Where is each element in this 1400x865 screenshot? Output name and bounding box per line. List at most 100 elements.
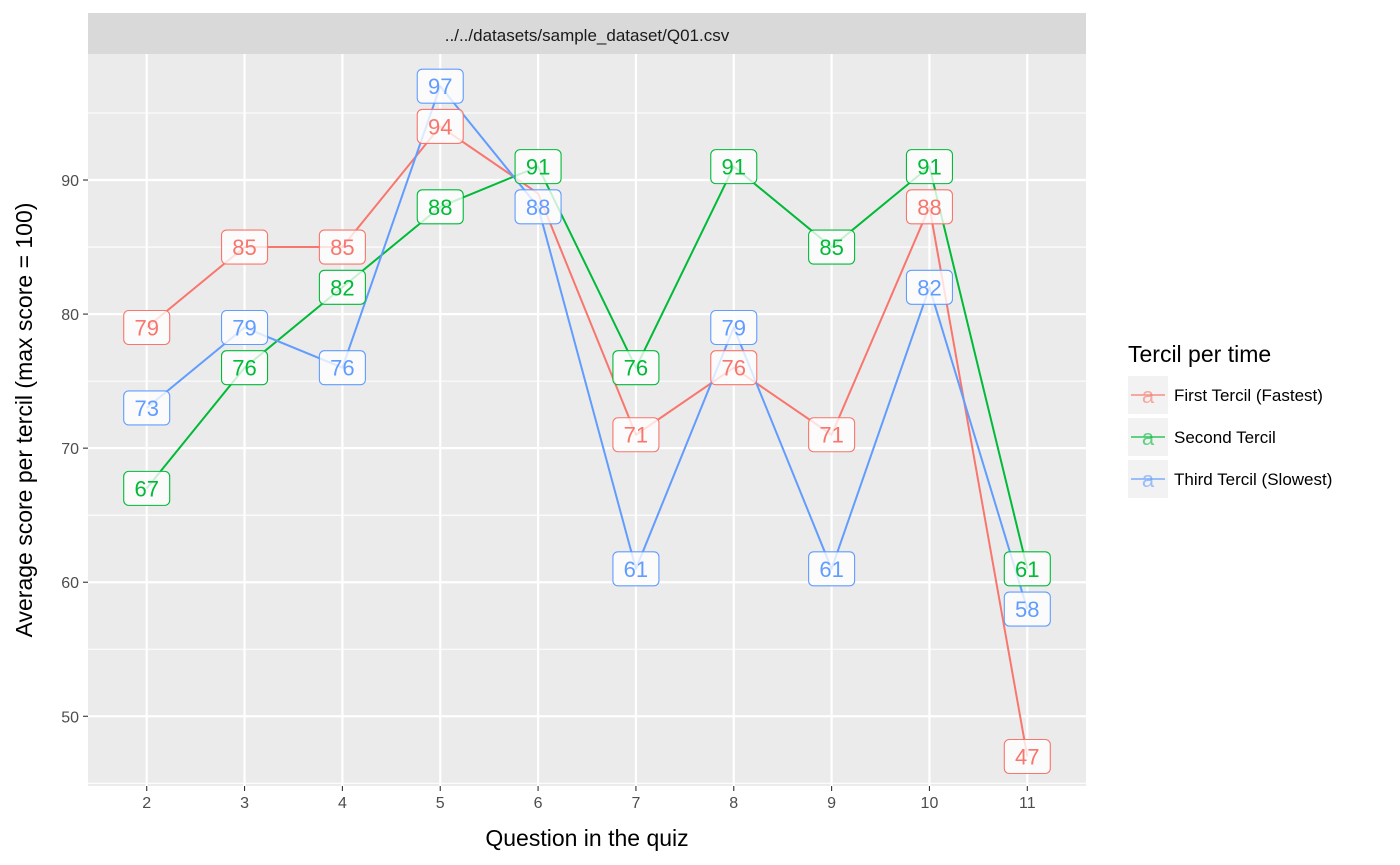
data-label: 67 (123, 470, 171, 506)
data-label-box (710, 149, 758, 185)
x-tick-label: 5 (436, 795, 445, 812)
data-label-box (710, 309, 758, 346)
data-label-box (220, 229, 269, 265)
data-label: 94 (416, 108, 464, 144)
data-label: 91 (514, 149, 562, 185)
data-label: 61 (612, 551, 660, 587)
data-label-text: 85 (232, 235, 256, 260)
data-label-text: 97 (428, 74, 452, 99)
y-tick-label: 90 (61, 173, 79, 190)
x-tick-label: 10 (921, 795, 939, 812)
x-tick-label: 9 (827, 795, 836, 812)
data-label-text: 76 (232, 356, 256, 381)
data-label-text: 94 (428, 114, 452, 139)
data-label: 85 (318, 229, 366, 265)
y-tick-label: 50 (61, 709, 79, 726)
data-label: 79 (123, 309, 171, 346)
data-label-box (905, 189, 954, 225)
series-line (145, 165, 1029, 570)
data-label-box (905, 269, 954, 305)
y-tick-label: 60 (61, 575, 79, 592)
data-label-box (318, 350, 366, 386)
x-axis-title: Question in the quiz (485, 825, 688, 851)
data-label-box (905, 149, 954, 185)
series-line (146, 85, 1029, 610)
data-label-box (123, 470, 171, 506)
data-label: 91 (905, 149, 954, 185)
legend-label: Second Tercil (1174, 428, 1276, 447)
legend-title: Tercil per time (1128, 341, 1271, 367)
data-label-box (612, 551, 660, 587)
series-line (146, 125, 1029, 757)
data-label: 79 (220, 309, 269, 346)
x-tick-label: 6 (534, 795, 543, 812)
data-label: 91 (710, 149, 758, 185)
data-label: 76 (612, 350, 660, 386)
data-label-text: 88 (917, 195, 941, 220)
data-label: 82 (318, 269, 366, 305)
facet-strip (88, 13, 1086, 54)
data-label-text: 67 (134, 476, 158, 501)
data-label-text: 71 (819, 423, 843, 448)
data-label-text: 85 (819, 235, 843, 260)
data-label-text: 76 (624, 356, 648, 381)
data-label-box (318, 269, 366, 305)
data-label-text: 82 (917, 275, 941, 300)
facet-title: ../../datasets/sample_dataset/Q01.csv (445, 26, 730, 45)
x-tick-label: 2 (142, 795, 151, 812)
x-tick-label: 3 (240, 795, 249, 812)
data-label-box (808, 551, 856, 587)
data-label-box (123, 390, 171, 426)
legend-key-glyph: a (1142, 425, 1155, 450)
data-label-text: 79 (232, 315, 256, 340)
data-label: 71 (808, 417, 856, 453)
x-tick-label: 4 (338, 795, 347, 812)
legend-item: a Third Tercil (Slowest) (1128, 460, 1332, 498)
data-label: 88 (416, 189, 464, 225)
data-label: 85 (220, 229, 269, 265)
data-label-box (514, 189, 562, 225)
data-label: 47 (1003, 738, 1051, 775)
data-label-text: 82 (330, 275, 354, 300)
data-label-text: 61 (1015, 557, 1039, 582)
data-label-text: 91 (526, 155, 550, 180)
data-label: 76 (318, 350, 366, 386)
data-label: 88 (514, 189, 562, 225)
data-label-text: 61 (624, 557, 648, 582)
series-lines (145, 85, 1029, 757)
data-label-text: 88 (526, 195, 550, 220)
data-label-text: 91 (722, 155, 746, 180)
data-label-box (514, 149, 562, 185)
data-label-text: 79 (722, 315, 746, 340)
data-label: 76 (710, 350, 758, 386)
data-label-box (220, 350, 269, 386)
data-label-box (808, 229, 856, 265)
legend-label: First Tercil (Fastest) (1174, 386, 1323, 405)
data-label: 82 (905, 269, 954, 305)
data-label-text: 76 (330, 356, 354, 381)
data-labels: 79 85 85 94 71 76 71 88 47 67 76 82 88 91 76 91 85 91 61 73… (123, 68, 1051, 775)
data-label: 58 (1003, 591, 1051, 627)
y-tick-label: 70 (61, 441, 79, 458)
data-label: 76 (220, 350, 269, 386)
x-tick-label: 7 (631, 795, 640, 812)
data-label-box (612, 417, 660, 453)
data-label-text: 73 (134, 396, 158, 421)
data-label-box (710, 350, 758, 386)
data-label-text: 76 (722, 356, 746, 381)
data-label: 71 (612, 417, 660, 453)
data-label: 79 (710, 309, 758, 346)
data-label-box (416, 189, 464, 225)
data-label: 61 (808, 551, 856, 587)
legend-item: a First Tercil (Fastest) (1128, 376, 1323, 414)
x-tick-label: 8 (729, 795, 738, 812)
data-label-box (416, 68, 464, 104)
data-label-text: 85 (330, 235, 354, 260)
legend-key-glyph: a (1142, 383, 1155, 408)
data-label-box (318, 229, 366, 265)
x-tick-label: 11 (1019, 795, 1036, 812)
data-label-text: 47 (1015, 745, 1039, 770)
data-label-box (1003, 591, 1051, 627)
